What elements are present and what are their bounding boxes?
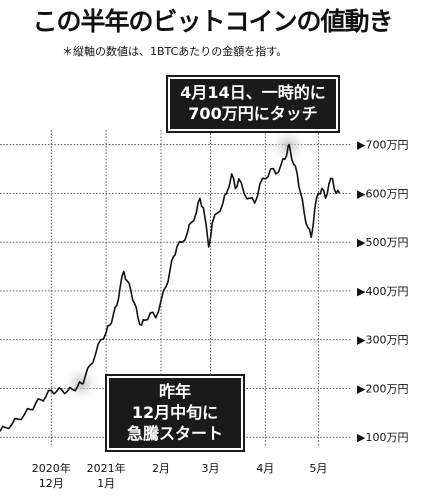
annotation-line: 12月中旬に	[131, 402, 219, 422]
y-tick-label: ▶600万円	[357, 187, 408, 200]
chart-title: この半年のビットコインの値動き	[32, 7, 393, 36]
x-tick-label: 2021年	[87, 461, 126, 475]
y-tick-labels: ▶100万円 ▶200万円 ▶300万円 ▶400万円 ▶500万円 ▶600万円 ▶700…	[357, 139, 408, 445]
y-tick-label: ▶200万円	[357, 382, 408, 395]
price-line	[0, 143, 341, 432]
x-tick-label: 1月	[97, 477, 115, 490]
chart-subtitle: ＊縦軸の数値は、1BTCあたりの金額を指す。	[62, 45, 288, 58]
highlight-glows	[61, 125, 309, 404]
x-tick-label: 2月	[152, 462, 170, 475]
annotation-december-surge: 昨年 12月中旬に 急騰スタート	[107, 376, 243, 451]
x-tick-label: 3月	[201, 462, 219, 475]
annotation-line: 700万円にタッチ	[188, 103, 318, 123]
annotation-line: 昨年	[158, 382, 191, 401]
annotation-line: 4月14日、一時的に	[180, 83, 326, 102]
x-tick-label: 12月	[39, 477, 64, 490]
x-tick-label: 4月	[256, 462, 274, 475]
annotation-april-peak: 4月14日、一時的に 700万円にタッチ	[168, 77, 338, 131]
x-tick-label: 5月	[309, 462, 327, 475]
x-tick-label: 2020年	[32, 461, 71, 475]
annotation-line: 急騰スタート	[126, 423, 223, 443]
y-tick-label: ▶700万円	[357, 139, 408, 152]
y-tick-label: ▶400万円	[357, 285, 408, 298]
x-tick-labels: 2020年 12月 2021年 1月 2月 3月 4月 5月	[32, 461, 328, 490]
y-tick-label: ▶100万円	[357, 431, 408, 444]
y-tick-label: ▶300万円	[357, 334, 408, 347]
y-tick-label: ▶500万円	[357, 236, 408, 249]
